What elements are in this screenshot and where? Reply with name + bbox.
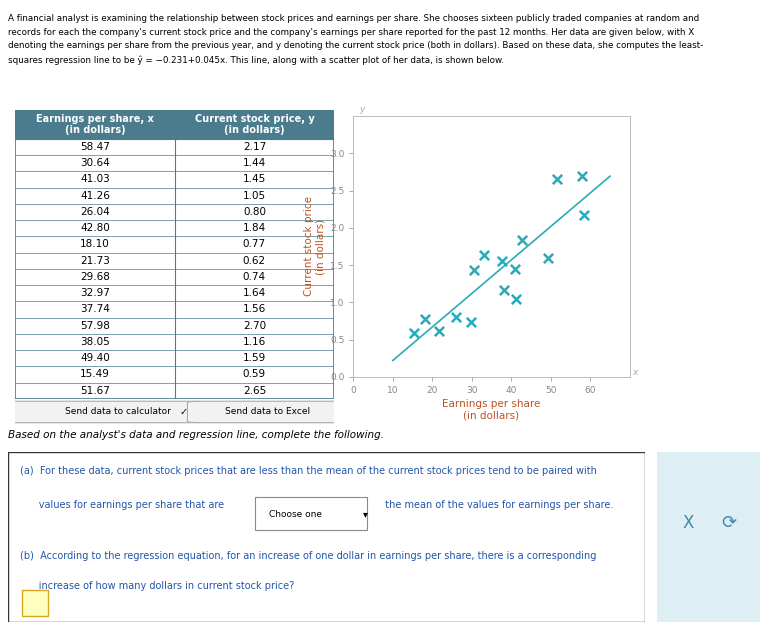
Point: [465, 317, 477, 327]
Text: 1.64: 1.64: [243, 288, 266, 298]
Text: denoting the earnings per share from the previous year, and y denoting the curre: denoting the earnings per share from the…: [8, 41, 703, 50]
Text: 1.84: 1.84: [243, 223, 266, 233]
Text: 42.80: 42.80: [80, 223, 110, 233]
Text: ⟳: ⟳: [722, 514, 737, 533]
FancyBboxPatch shape: [255, 497, 366, 530]
Text: Send data to Excel: Send data to Excel: [224, 408, 310, 416]
Text: values for earnings per share that are: values for earnings per share that are: [21, 500, 231, 510]
Text: Current stock price, y
(in dollars): Current stock price, y (in dollars): [194, 114, 314, 135]
Text: squares regression line to be ŷ = −0.231+0.045x. This line, along with a scatte: squares regression line to be ŷ = −0.23…: [8, 55, 504, 65]
Text: 2.70: 2.70: [243, 321, 266, 331]
Point: [478, 250, 490, 260]
Text: 2.17: 2.17: [243, 142, 266, 152]
Text: 21.73: 21.73: [80, 256, 110, 266]
Text: 37.74: 37.74: [80, 305, 110, 315]
Text: 0.74: 0.74: [243, 272, 266, 282]
Bar: [15, 110, 334, 139]
Text: 1.56: 1.56: [243, 305, 266, 315]
Text: 15.49: 15.49: [80, 369, 110, 379]
X-axis label: Earnings per share
(in dollars): Earnings per share (in dollars): [442, 399, 541, 421]
Point: [510, 293, 522, 303]
Point: [498, 285, 510, 295]
Text: y: y: [359, 105, 364, 114]
Text: 1.05: 1.05: [243, 191, 266, 201]
FancyBboxPatch shape: [654, 447, 763, 627]
Text: 29.68: 29.68: [80, 272, 110, 282]
Point: [468, 264, 481, 274]
Text: X: X: [682, 514, 694, 533]
Text: 0.62: 0.62: [243, 256, 266, 266]
Point: [419, 315, 431, 325]
FancyBboxPatch shape: [22, 590, 48, 616]
Text: 0.80: 0.80: [243, 207, 266, 217]
Point: [542, 253, 554, 263]
Text: 49.40: 49.40: [80, 353, 110, 363]
Point: [496, 256, 508, 266]
Text: 57.98: 57.98: [80, 321, 110, 331]
Text: 1.44: 1.44: [243, 158, 266, 168]
Text: increase of how many dollars in current stock price?: increase of how many dollars in current …: [21, 581, 295, 591]
Text: 26.04: 26.04: [80, 207, 110, 217]
Point: [578, 210, 591, 220]
Point: [433, 325, 445, 335]
Text: Send data to calculator: Send data to calculator: [65, 408, 170, 416]
Text: 32.97: 32.97: [80, 288, 110, 298]
Text: ▾: ▾: [362, 509, 368, 519]
Text: Earnings per share, x
(in dollars): Earnings per share, x (in dollars): [36, 114, 154, 135]
Text: the mean of the values for earnings per share.: the mean of the values for earnings per …: [379, 500, 613, 510]
FancyBboxPatch shape: [187, 401, 347, 423]
Text: (b)  According to the regression equation, for an increase of one dollar in earn: (b) According to the regression equation…: [21, 551, 597, 561]
Point: [509, 264, 521, 274]
Text: 41.26: 41.26: [80, 191, 110, 201]
Text: 51.67: 51.67: [80, 386, 110, 396]
Text: 58.47: 58.47: [80, 142, 110, 152]
Point: [409, 328, 421, 338]
Point: [551, 175, 564, 185]
Text: 1.45: 1.45: [243, 175, 266, 185]
Text: x: x: [633, 368, 638, 377]
Text: Choose one: Choose one: [270, 509, 323, 519]
Text: 0.77: 0.77: [243, 239, 266, 249]
Text: 1.59: 1.59: [243, 353, 266, 363]
FancyBboxPatch shape: [2, 401, 207, 423]
Point: [450, 312, 462, 322]
Text: records for each the company's current stock price and the company's earnings pe: records for each the company's current s…: [8, 28, 694, 36]
Text: 2.65: 2.65: [243, 386, 266, 396]
Text: A financial analyst is examining the relationship between stock prices and earni: A financial analyst is examining the rel…: [8, 14, 699, 23]
Y-axis label: Current stock price
(in dollars): Current stock price (in dollars): [304, 197, 326, 296]
Text: 18.10: 18.10: [80, 239, 110, 249]
Text: 30.64: 30.64: [80, 158, 110, 168]
Text: ✓: ✓: [180, 407, 187, 417]
Text: 1.16: 1.16: [243, 337, 266, 347]
Text: 38.05: 38.05: [80, 337, 110, 347]
Text: Based on the analyst's data and regression line, complete the following.: Based on the analyst's data and regressi…: [8, 430, 384, 440]
Point: [576, 171, 588, 181]
Text: 0.59: 0.59: [243, 369, 266, 379]
Point: [516, 235, 528, 245]
Text: (a)  For these data, current stock prices that are less than the mean of the cur: (a) For these data, current stock prices…: [21, 466, 598, 476]
Text: 41.03: 41.03: [80, 175, 110, 185]
